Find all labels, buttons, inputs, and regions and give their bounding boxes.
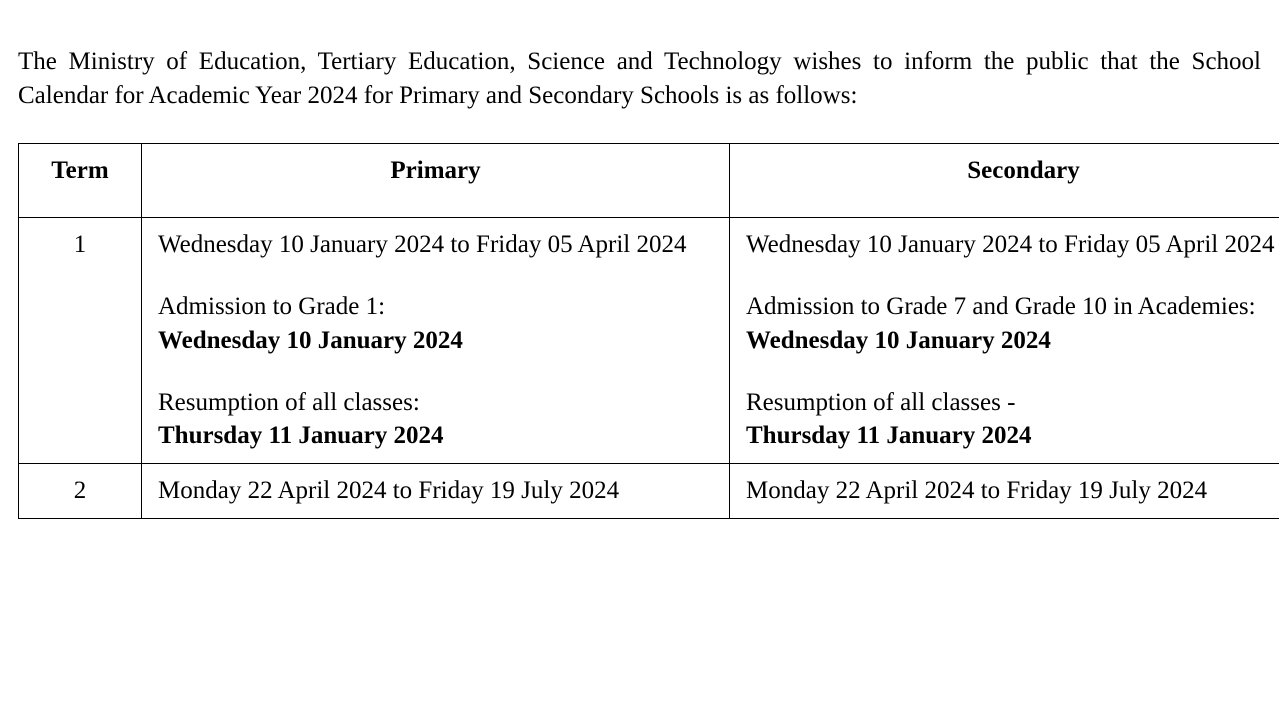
table-row: 1 Wednesday 10 January 2024 to Friday 05…	[19, 218, 1279, 464]
col-header-primary: Primary	[142, 143, 730, 218]
secondary-date-range: Monday 22 April 2024 to Friday 19 July 2…	[746, 474, 1279, 508]
primary-cell: Wednesday 10 January 2024 to Friday 05 A…	[142, 218, 730, 464]
primary-date-range: Wednesday 10 January 2024 to Friday 05 A…	[158, 228, 713, 262]
secondary-cell: Wednesday 10 January 2024 to Friday 05 A…	[730, 218, 1279, 464]
primary-date-range: Monday 22 April 2024 to Friday 19 July 2…	[158, 474, 713, 508]
secondary-cell: Monday 22 April 2024 to Friday 19 July 2…	[730, 464, 1279, 519]
col-header-secondary: Secondary	[730, 143, 1279, 218]
term-cell: 2	[19, 464, 142, 519]
intro-paragraph: The Ministry of Education, Tertiary Educ…	[18, 45, 1261, 113]
primary-admission-date: Wednesday 10 January 2024	[158, 324, 713, 358]
primary-resumption-label: Resumption of all classes:	[158, 386, 713, 420]
table-header-row: Term Primary Secondary	[19, 143, 1279, 218]
primary-resumption-date: Thursday 11 January 2024	[158, 419, 713, 453]
col-header-term: Term	[19, 143, 142, 218]
secondary-resumption-label: Resumption of all classes -	[746, 386, 1279, 420]
secondary-admission-label: Admission to Grade 7 and Grade 10 in Aca…	[746, 290, 1279, 324]
primary-admission-label: Admission to Grade 1:	[158, 290, 713, 324]
table-row: 2 Monday 22 April 2024 to Friday 19 July…	[19, 464, 1279, 519]
secondary-resumption-date: Thursday 11 January 2024	[746, 419, 1279, 453]
secondary-admission-date: Wednesday 10 January 2024	[746, 324, 1279, 358]
term-cell: 1	[19, 218, 142, 464]
primary-cell: Monday 22 April 2024 to Friday 19 July 2…	[142, 464, 730, 519]
secondary-date-range: Wednesday 10 January 2024 to Friday 05 A…	[746, 228, 1279, 262]
calendar-table: Term Primary Secondary 1 Wednesday 10 Ja…	[18, 143, 1279, 519]
